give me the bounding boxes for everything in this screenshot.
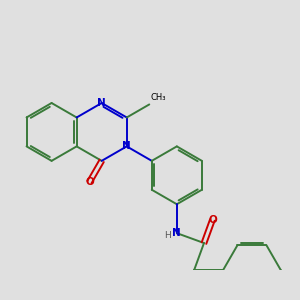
Text: H: H <box>165 231 171 240</box>
Text: CH₃: CH₃ <box>151 93 166 102</box>
Text: O: O <box>85 177 94 187</box>
Text: N: N <box>172 228 181 238</box>
Text: N: N <box>122 141 131 152</box>
Text: O: O <box>208 215 217 225</box>
Text: N: N <box>97 98 106 108</box>
